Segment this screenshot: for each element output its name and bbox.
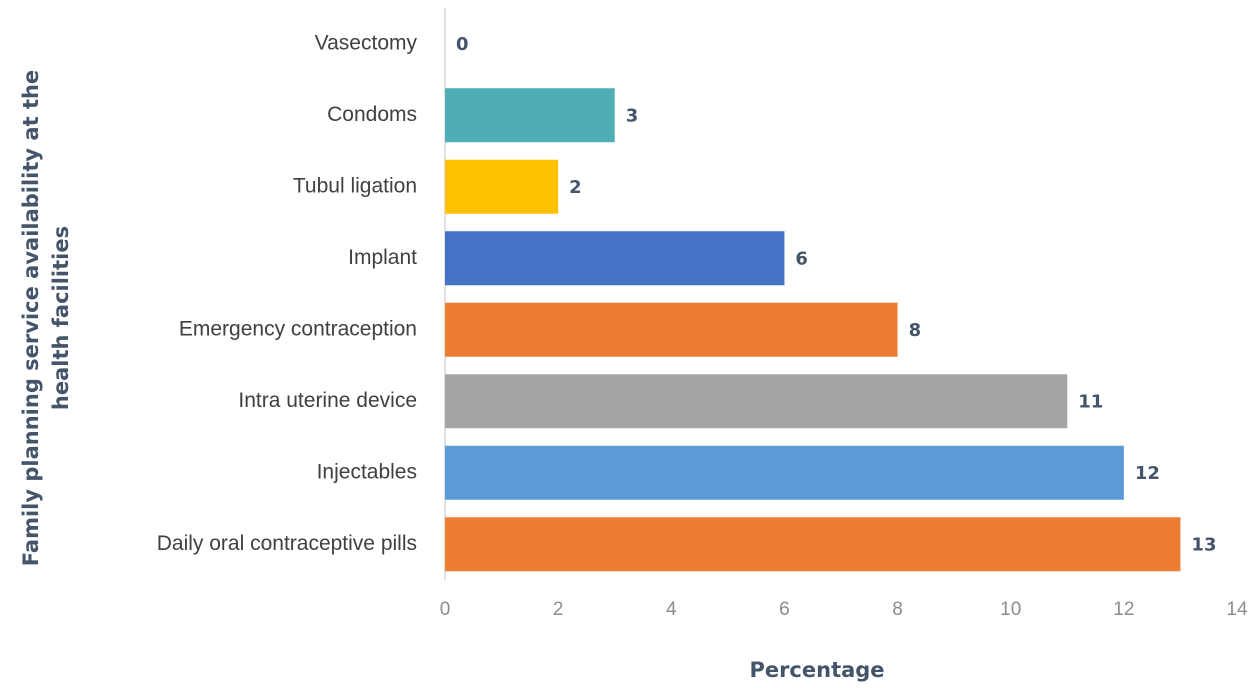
y-tick-label: Emergency contraception: [179, 317, 417, 340]
y-axis-title: Family planning service availability at …: [19, 70, 73, 566]
x-tick-label: 12: [1113, 599, 1134, 620]
bar: [445, 231, 785, 286]
x-tick-label: 14: [1226, 599, 1248, 620]
bar: [445, 374, 1068, 429]
y-tick-label: Injectables: [317, 460, 417, 483]
x-tick-label: 4: [666, 599, 677, 620]
x-tick-label: 0: [440, 599, 451, 620]
y-axis-title-line: health facilities: [49, 226, 73, 410]
bar: [445, 88, 615, 143]
x-tick-label: 2: [553, 599, 564, 620]
value-label: 3: [626, 105, 639, 126]
y-tick-label: Daily oral contraceptive pills: [157, 532, 417, 555]
x-tick-label: 10: [1000, 599, 1021, 620]
y-tick-label: Vasectomy: [315, 31, 418, 54]
bar: [445, 445, 1124, 500]
x-tick-label: 6: [779, 599, 790, 620]
y-tick-label: Condoms: [327, 103, 417, 126]
y-tick-label: Intra uterine device: [238, 389, 417, 412]
y-tick-label: Implant: [348, 246, 417, 269]
x-tick-label: 8: [892, 599, 903, 620]
bar: [445, 159, 559, 214]
value-label: 13: [1191, 534, 1216, 555]
value-label: 2: [569, 177, 582, 198]
bar: [445, 302, 898, 357]
bar: [445, 517, 1181, 572]
y-tick-label: Tubul ligation: [293, 174, 417, 197]
value-label: 6: [795, 248, 808, 269]
value-label: 12: [1135, 463, 1160, 484]
value-label: 0: [456, 34, 469, 55]
value-label: 11: [1078, 391, 1103, 412]
x-axis-title: Percentage: [749, 658, 884, 682]
value-label: 8: [909, 320, 922, 341]
y-axis-title-line: Family planning service availability at …: [19, 70, 43, 566]
